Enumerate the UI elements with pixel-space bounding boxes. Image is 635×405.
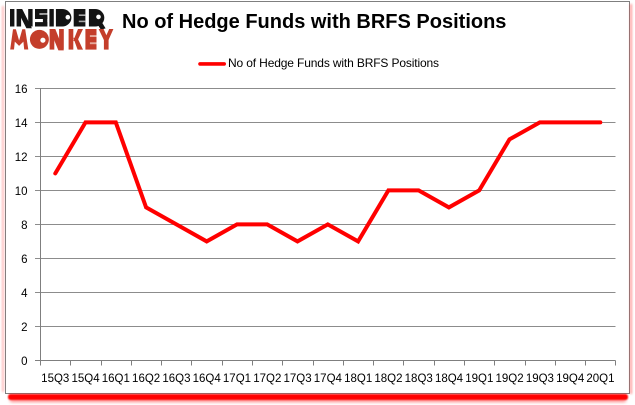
svg-text:16Q3: 16Q3 [162, 373, 190, 385]
svg-text:18Q3: 18Q3 [405, 373, 433, 385]
svg-text:20Q1: 20Q1 [586, 373, 614, 385]
svg-text:16Q1: 16Q1 [102, 373, 130, 385]
svg-text:16Q4: 16Q4 [193, 373, 222, 385]
svg-text:17Q1: 17Q1 [223, 373, 251, 385]
svg-text:16: 16 [15, 84, 28, 96]
svg-text:8: 8 [21, 220, 27, 232]
svg-text:2: 2 [21, 322, 27, 334]
svg-text:17Q2: 17Q2 [253, 373, 281, 385]
svg-text:15Q4: 15Q4 [71, 373, 100, 385]
svg-text:10: 10 [15, 186, 28, 198]
svg-text:18Q4: 18Q4 [435, 373, 464, 385]
svg-text:19Q1: 19Q1 [465, 373, 493, 385]
svg-text:16Q2: 16Q2 [132, 373, 160, 385]
svg-text:4: 4 [21, 288, 28, 300]
svg-text:18Q1: 18Q1 [344, 373, 372, 385]
svg-text:19Q3: 19Q3 [526, 373, 554, 385]
svg-text:19Q2: 19Q2 [496, 373, 524, 385]
svg-text:6: 6 [21, 254, 27, 266]
svg-text:17Q3: 17Q3 [283, 373, 311, 385]
svg-text:19Q4: 19Q4 [556, 373, 585, 385]
svg-text:14: 14 [15, 118, 28, 130]
svg-text:0: 0 [21, 356, 27, 368]
svg-text:18Q2: 18Q2 [374, 373, 402, 385]
svg-text:15Q3: 15Q3 [41, 373, 69, 385]
svg-text:12: 12 [15, 152, 28, 164]
svg-text:17Q4: 17Q4 [314, 373, 343, 385]
